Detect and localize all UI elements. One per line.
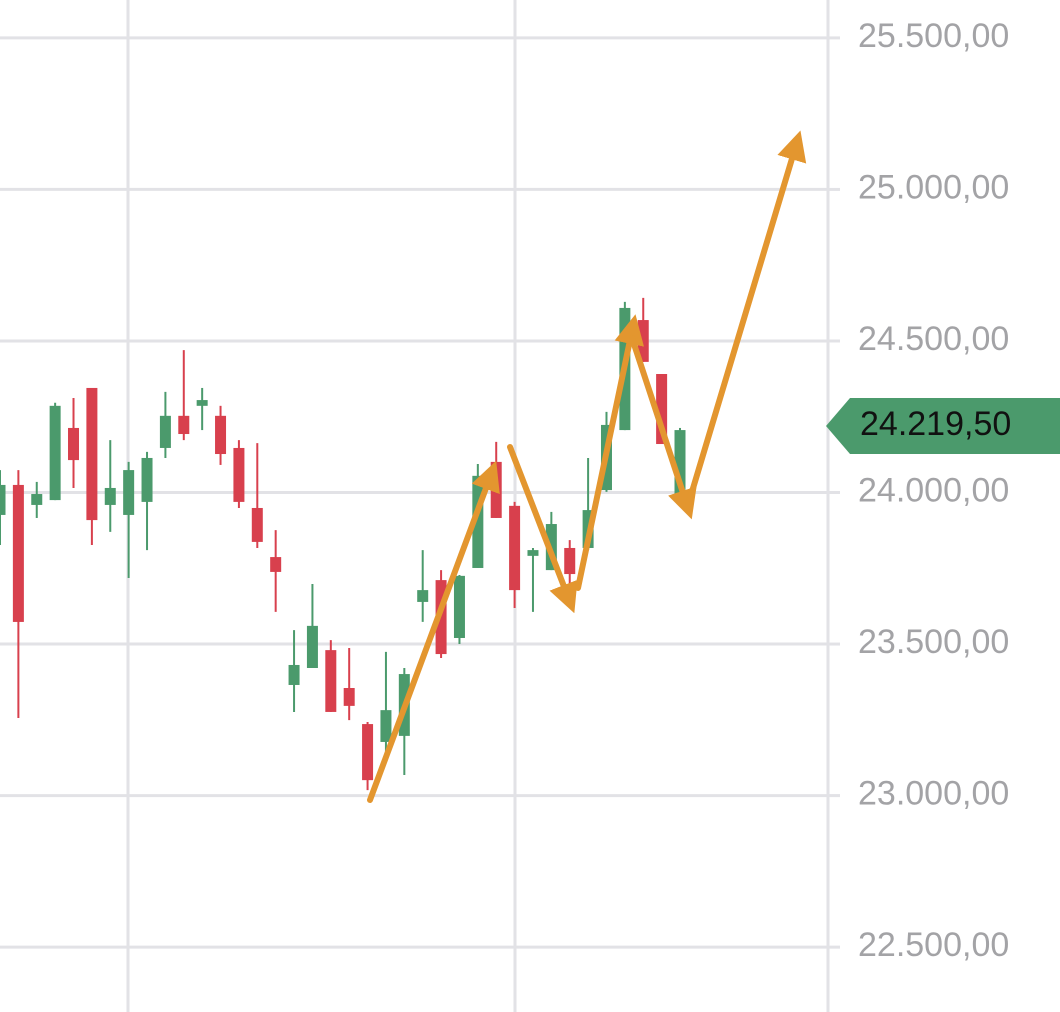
y-tick-label: 23.000,00: [858, 775, 1009, 813]
candle-body: [123, 470, 135, 515]
candle: [251, 443, 263, 548]
candle-body: [417, 590, 429, 602]
candle: [12, 470, 24, 719]
y-tick-label: 24.000,00: [858, 471, 1009, 509]
candle-body: [31, 494, 43, 505]
candle-body: [68, 427, 80, 461]
candle-body: [453, 575, 465, 638]
candle-body: [12, 484, 24, 622]
candle: [104, 440, 116, 532]
candle: [509, 501, 521, 608]
arrow: [507, 444, 578, 614]
y-tick-label: 24.500,00: [858, 320, 1009, 358]
candle: [362, 721, 374, 791]
candle-body: [527, 550, 539, 556]
candle-body: [0, 484, 6, 515]
y-tick-label: 25.000,00: [858, 168, 1009, 206]
candle-body: [564, 547, 576, 575]
candle: [215, 405, 227, 465]
y-axis: 22.500,00 23.000,00 23.500,00 24.000,00 24.5…: [826, 17, 1060, 964]
arrow: [575, 314, 644, 591]
y-tick-label: 23.500,00: [858, 623, 1009, 661]
candle-body: [509, 505, 521, 591]
candle-body: [380, 710, 392, 742]
candle-body: [233, 447, 245, 502]
arrow: [685, 130, 807, 508]
candle-body: [656, 374, 668, 445]
candle: [196, 387, 208, 431]
candle: [325, 640, 337, 712]
candle: [123, 461, 135, 578]
candle: [453, 574, 465, 645]
candle: [159, 391, 171, 458]
arrow: [629, 335, 697, 520]
candle-body: [472, 475, 484, 568]
candle: [417, 550, 429, 622]
grid: [0, 0, 830, 1012]
candle: [178, 350, 190, 441]
candle: [380, 651, 392, 761]
annotation-arrows: [367, 130, 807, 803]
y-tick-label: 22.500,00: [858, 926, 1009, 964]
last-price-label: 24.219,50: [860, 405, 1011, 443]
candle-body: [86, 387, 98, 521]
candle-body: [674, 430, 686, 495]
candle: [49, 402, 61, 501]
candle: [31, 481, 43, 518]
candle-body: [215, 415, 227, 455]
candle-body: [159, 415, 171, 448]
candle-body: [104, 487, 116, 505]
candle: [86, 387, 98, 545]
candle: [343, 647, 355, 721]
candle: [68, 397, 80, 488]
candle-body: [49, 405, 61, 501]
last-price-tag: [826, 397, 1060, 454]
candle-body: [141, 457, 153, 502]
arrow: [367, 460, 500, 803]
candle-body: [343, 688, 355, 706]
candle-body: [288, 664, 300, 685]
candle: [527, 547, 539, 612]
candle: [233, 440, 245, 508]
candle: [306, 584, 318, 668]
y-tick-label: 25.500,00: [858, 17, 1009, 55]
candles: [0, 297, 686, 791]
candle-body: [270, 557, 282, 572]
candle-body: [178, 415, 190, 435]
candle-body: [251, 507, 263, 542]
candle-body: [325, 650, 337, 712]
candle: [564, 540, 576, 591]
candle-body: [196, 400, 208, 406]
candle: [288, 630, 300, 712]
candle: [490, 441, 502, 518]
candle-body: [306, 625, 318, 668]
candle-body: [362, 724, 374, 781]
candle: [0, 470, 6, 545]
candle: [270, 530, 282, 612]
candle: [141, 451, 153, 551]
